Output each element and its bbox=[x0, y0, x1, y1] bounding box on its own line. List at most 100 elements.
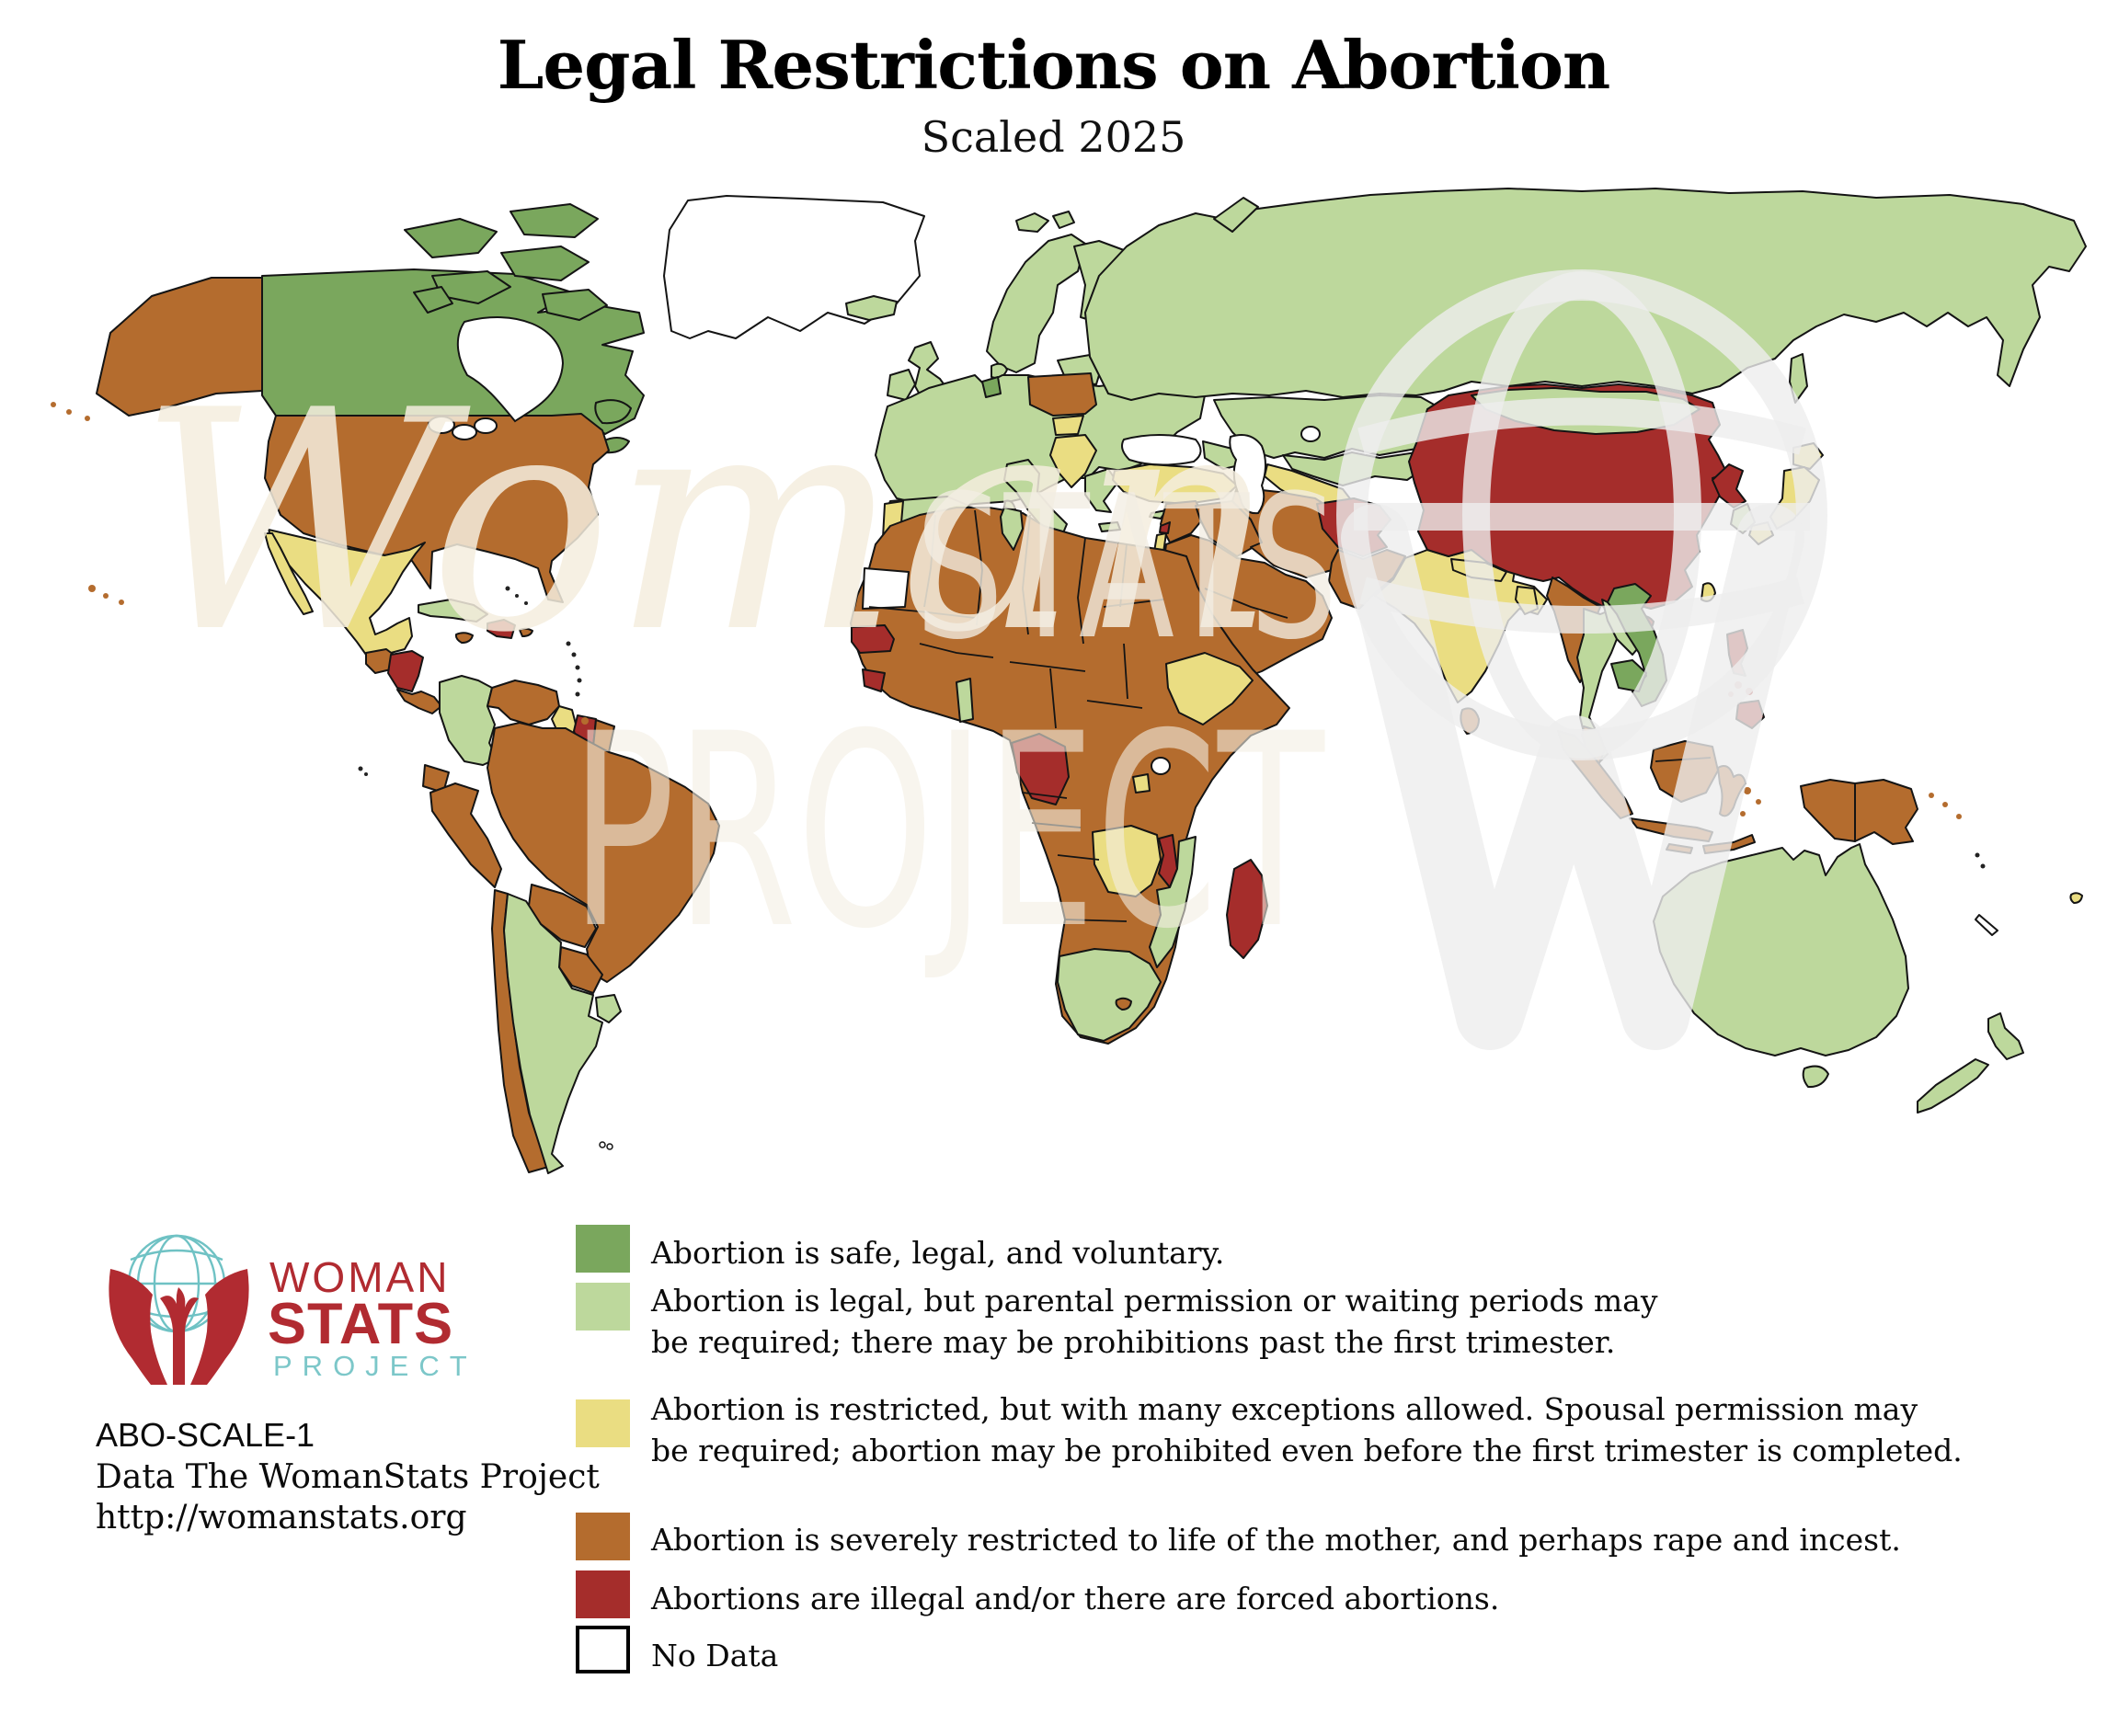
country-tunisia bbox=[1000, 507, 1024, 551]
country-venezuela bbox=[487, 680, 560, 725]
country-caucasus bbox=[1202, 440, 1244, 470]
country-uruguay bbox=[595, 994, 622, 1023]
country-novaya_zemlya bbox=[1213, 197, 1259, 233]
legend-label: No Data bbox=[651, 1638, 779, 1673]
solomon-island bbox=[1956, 814, 1962, 819]
country-greece bbox=[1084, 468, 1118, 513]
hawaii-island bbox=[103, 593, 109, 599]
country-senegal bbox=[851, 624, 895, 654]
legend-swatch-restricted bbox=[576, 1399, 630, 1447]
bahamas-island bbox=[524, 601, 528, 605]
country-ethiopia bbox=[1165, 652, 1254, 725]
country-lebanon bbox=[1159, 521, 1171, 534]
solomon-island bbox=[1929, 793, 1934, 798]
country-arctic_islands_5 bbox=[542, 289, 608, 321]
antilles-island bbox=[571, 652, 577, 657]
country-poland bbox=[1027, 372, 1097, 417]
trinidad bbox=[581, 717, 589, 725]
bahamas-island bbox=[515, 594, 519, 598]
legend-swatch-nodata bbox=[576, 1626, 630, 1673]
country-arctic_islands_2 bbox=[510, 203, 599, 238]
country-ireland bbox=[887, 369, 916, 401]
country-baja_california bbox=[264, 532, 314, 615]
antilles-island bbox=[577, 678, 582, 683]
hawaii-island bbox=[119, 600, 124, 605]
country-hungary bbox=[1052, 415, 1084, 436]
country-benin bbox=[956, 678, 974, 723]
legend-label: Abortion is safe, legal, and voluntary. bbox=[651, 1235, 1225, 1271]
watermark-script-text: Woman bbox=[138, 346, 1277, 699]
country-newfoundland bbox=[594, 399, 632, 425]
country-turkey bbox=[1112, 463, 1238, 505]
country-lesotho bbox=[1115, 997, 1132, 1011]
country-balkans bbox=[1049, 434, 1097, 488]
legend-label: be required; there may be prohibitions p… bbox=[651, 1324, 1616, 1360]
legend-label: Abortions are illegal and/or there are f… bbox=[651, 1581, 1500, 1616]
country-south_africa bbox=[1057, 948, 1162, 1042]
falkland-island bbox=[599, 1141, 606, 1148]
country-rwanda_burundi bbox=[1132, 773, 1151, 794]
country-sakhalin bbox=[1789, 353, 1808, 404]
country-arctic_islands_1 bbox=[404, 218, 498, 258]
aleutian-island bbox=[51, 402, 56, 407]
aral-sea bbox=[1300, 426, 1321, 442]
great-lake bbox=[474, 417, 498, 434]
data-source: Data The WomanStats Project bbox=[96, 1458, 600, 1496]
country-new_caledonia bbox=[1975, 914, 1998, 936]
great-lake bbox=[452, 424, 477, 440]
antilles-island bbox=[575, 665, 580, 670]
country-puerto_rico bbox=[519, 627, 533, 637]
antilles-island bbox=[575, 691, 580, 697]
page-title: Legal Restrictions on Abortion bbox=[497, 26, 1611, 104]
galapagos-island bbox=[358, 766, 363, 771]
solomon-island bbox=[1942, 802, 1948, 807]
country-west_papua bbox=[1800, 779, 1856, 842]
country-mozambique bbox=[1149, 836, 1197, 968]
moluccas-island bbox=[1756, 799, 1761, 805]
country-syria_jordan bbox=[1160, 500, 1206, 543]
legend-label: be required; abortion may be prohibited … bbox=[651, 1433, 1963, 1468]
country-western_sahara bbox=[862, 567, 910, 610]
vanuatu-island bbox=[1975, 852, 1980, 858]
country-crete bbox=[1098, 521, 1121, 532]
map-water-and-islands-group bbox=[51, 316, 1986, 1150]
antilles-island bbox=[566, 641, 571, 646]
country-hispaniola bbox=[487, 619, 516, 639]
galapagos-island bbox=[364, 772, 368, 776]
watermark-globe-w-icon bbox=[1336, 269, 1827, 1050]
country-colombia bbox=[439, 675, 498, 766]
country-sierra_leone bbox=[862, 668, 886, 692]
legend-swatch-legal bbox=[576, 1283, 630, 1331]
falkland-island bbox=[606, 1143, 613, 1150]
scale-id: ABO-SCALE-1 bbox=[96, 1416, 315, 1454]
aleutian-island bbox=[66, 409, 72, 415]
black-sea bbox=[1121, 434, 1202, 466]
lake-victoria bbox=[1151, 757, 1171, 775]
watermark-group: Woman STATS PROJECT bbox=[138, 269, 1827, 1050]
country-usa bbox=[264, 413, 610, 603]
vanuatu-island bbox=[1980, 863, 1986, 869]
moluccas-island bbox=[1740, 811, 1746, 817]
country-mexico bbox=[268, 529, 426, 656]
legend-label: Abortion is legal, but parental permissi… bbox=[651, 1283, 1658, 1319]
country-iceland bbox=[845, 295, 898, 321]
country-madagascar bbox=[1226, 859, 1268, 959]
watermark-stats-text: STATS bbox=[915, 452, 1338, 683]
country-honduras_nicaragua bbox=[387, 650, 424, 692]
bahamas-island bbox=[505, 586, 510, 591]
country-arctic_islands_3 bbox=[500, 246, 590, 281]
moluccas-island bbox=[1744, 787, 1751, 794]
country-nz_south bbox=[1917, 1058, 1989, 1114]
legend-swatch-illegal bbox=[576, 1570, 630, 1618]
country-tasmania bbox=[1802, 1065, 1829, 1089]
country-brazil bbox=[487, 722, 720, 983]
logo-stats-text: STATS bbox=[268, 1292, 454, 1356]
aleutian-island bbox=[85, 416, 90, 421]
great-lake bbox=[428, 416, 455, 434]
country-netherlands bbox=[981, 376, 1002, 398]
country-fiji bbox=[2069, 892, 2083, 904]
country-nz_north bbox=[1987, 1012, 2024, 1060]
country-papua_new_guinea bbox=[1854, 779, 1918, 845]
